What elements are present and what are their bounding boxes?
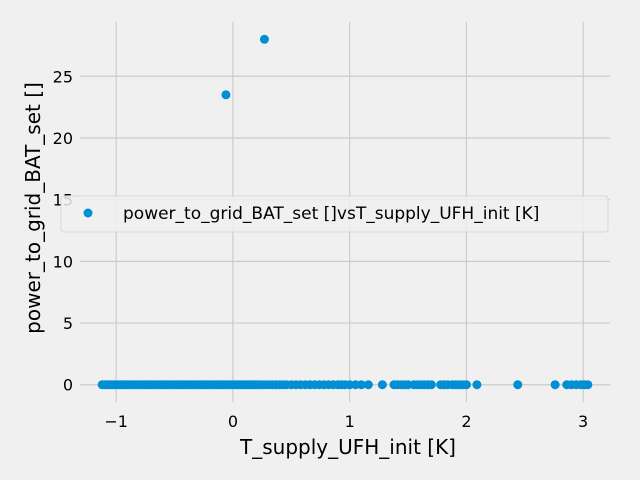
x-axis-label: T_supply_UFH_init [K] <box>239 435 456 459</box>
data-point <box>363 380 373 390</box>
data-point <box>583 380 593 390</box>
legend: power_to_grid_BAT_set []vsT_supply_UFH_i… <box>60 195 609 233</box>
data-point <box>426 380 436 390</box>
data-point <box>472 380 482 390</box>
y-axis-label: power_to_grid_BAT_set [] <box>21 82 45 334</box>
data-point <box>356 380 366 390</box>
legend-marker <box>83 208 93 218</box>
x-tick-label: −1 <box>104 412 128 431</box>
data-point <box>377 380 387 390</box>
data-point <box>550 380 560 390</box>
data-points <box>97 34 593 390</box>
y-tick-label: 5 <box>63 314 73 333</box>
data-point <box>513 380 523 390</box>
legend-box <box>60 195 609 233</box>
x-tick-label: 0 <box>228 412 238 431</box>
x-tick-label: 3 <box>578 412 588 431</box>
y-tick-label: 0 <box>63 376 73 395</box>
data-point <box>461 380 471 390</box>
y-tick-label: 20 <box>53 129 73 148</box>
data-point <box>221 90 231 100</box>
x-tick-label: 1 <box>345 412 355 431</box>
x-tick-label: 2 <box>461 412 471 431</box>
y-tick-label: 10 <box>53 252 73 271</box>
data-point <box>259 34 269 44</box>
y-tick-label: 25 <box>53 67 73 86</box>
legend-label: power_to_grid_BAT_set []vsT_supply_UFH_i… <box>123 204 539 224</box>
